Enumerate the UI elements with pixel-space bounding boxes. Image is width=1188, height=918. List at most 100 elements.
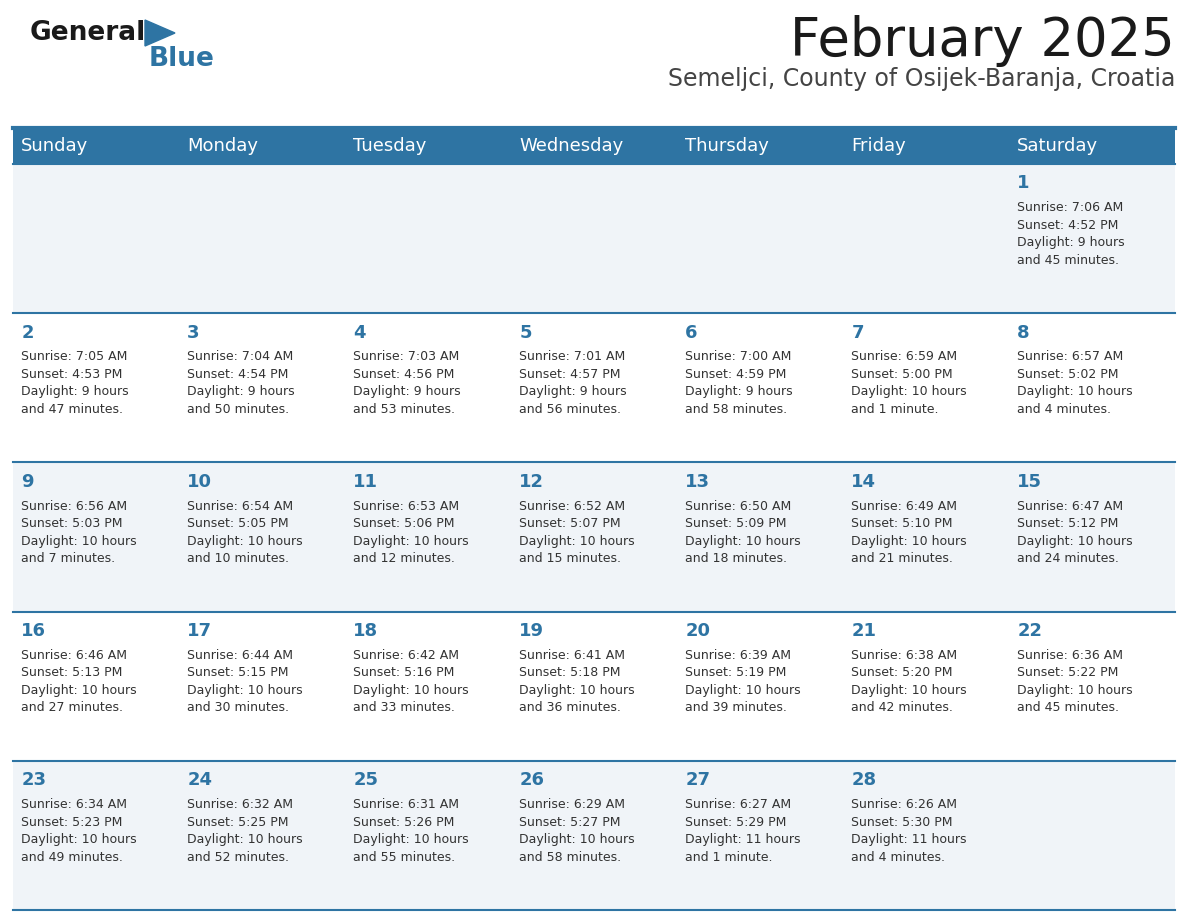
Text: 4: 4 xyxy=(353,324,366,341)
Bar xyxy=(843,761,1009,910)
Text: 5: 5 xyxy=(519,324,532,341)
Text: Sunrise: 6:59 AM
Sunset: 5:00 PM
Daylight: 10 hours
and 1 minute.: Sunrise: 6:59 AM Sunset: 5:00 PM Dayligh… xyxy=(852,351,967,416)
Text: 16: 16 xyxy=(21,622,46,640)
Bar xyxy=(13,611,179,761)
Text: Sunrise: 6:47 AM
Sunset: 5:12 PM
Daylight: 10 hours
and 24 minutes.: Sunrise: 6:47 AM Sunset: 5:12 PM Dayligh… xyxy=(1017,499,1133,565)
Text: 6: 6 xyxy=(685,324,697,341)
Text: 8: 8 xyxy=(1017,324,1030,341)
Text: 25: 25 xyxy=(353,771,378,789)
Text: Sunrise: 7:03 AM
Sunset: 4:56 PM
Daylight: 9 hours
and 53 minutes.: Sunrise: 7:03 AM Sunset: 4:56 PM Dayligh… xyxy=(353,351,461,416)
Text: Sunrise: 6:56 AM
Sunset: 5:03 PM
Daylight: 10 hours
and 7 minutes.: Sunrise: 6:56 AM Sunset: 5:03 PM Dayligh… xyxy=(21,499,137,565)
Text: Wednesday: Wednesday xyxy=(519,137,624,155)
Bar xyxy=(345,313,511,463)
Text: Sunrise: 6:42 AM
Sunset: 5:16 PM
Daylight: 10 hours
and 33 minutes.: Sunrise: 6:42 AM Sunset: 5:16 PM Dayligh… xyxy=(353,649,469,714)
Text: Sunrise: 6:44 AM
Sunset: 5:15 PM
Daylight: 10 hours
and 30 minutes.: Sunrise: 6:44 AM Sunset: 5:15 PM Dayligh… xyxy=(188,649,303,714)
Text: Sunrise: 7:06 AM
Sunset: 4:52 PM
Daylight: 9 hours
and 45 minutes.: Sunrise: 7:06 AM Sunset: 4:52 PM Dayligh… xyxy=(1017,201,1125,267)
Text: Sunrise: 6:41 AM
Sunset: 5:18 PM
Daylight: 10 hours
and 36 minutes.: Sunrise: 6:41 AM Sunset: 5:18 PM Dayligh… xyxy=(519,649,634,714)
Polygon shape xyxy=(145,20,175,46)
Text: Semeljci, County of Osijek-Baranja, Croatia: Semeljci, County of Osijek-Baranja, Croa… xyxy=(668,67,1175,91)
Text: Sunday: Sunday xyxy=(21,137,89,155)
Text: Sunrise: 6:26 AM
Sunset: 5:30 PM
Daylight: 11 hours
and 4 minutes.: Sunrise: 6:26 AM Sunset: 5:30 PM Dayligh… xyxy=(852,798,967,864)
Text: Sunrise: 6:31 AM
Sunset: 5:26 PM
Daylight: 10 hours
and 55 minutes.: Sunrise: 6:31 AM Sunset: 5:26 PM Dayligh… xyxy=(353,798,469,864)
Bar xyxy=(843,164,1009,313)
Bar xyxy=(13,128,179,164)
Bar xyxy=(511,611,677,761)
Text: 22: 22 xyxy=(1017,622,1042,640)
Text: Monday: Monday xyxy=(188,137,258,155)
Bar xyxy=(677,128,843,164)
Bar xyxy=(511,313,677,463)
Text: 18: 18 xyxy=(353,622,379,640)
Text: 12: 12 xyxy=(519,473,544,491)
Text: Sunrise: 7:04 AM
Sunset: 4:54 PM
Daylight: 9 hours
and 50 minutes.: Sunrise: 7:04 AM Sunset: 4:54 PM Dayligh… xyxy=(188,351,295,416)
Bar xyxy=(13,313,179,463)
Bar xyxy=(677,164,843,313)
Bar xyxy=(179,128,345,164)
Bar xyxy=(345,128,511,164)
Bar xyxy=(843,611,1009,761)
Text: 23: 23 xyxy=(21,771,46,789)
Text: Sunrise: 6:32 AM
Sunset: 5:25 PM
Daylight: 10 hours
and 52 minutes.: Sunrise: 6:32 AM Sunset: 5:25 PM Dayligh… xyxy=(188,798,303,864)
Text: Saturday: Saturday xyxy=(1017,137,1099,155)
Text: Sunrise: 6:54 AM
Sunset: 5:05 PM
Daylight: 10 hours
and 10 minutes.: Sunrise: 6:54 AM Sunset: 5:05 PM Dayligh… xyxy=(188,499,303,565)
Text: 3: 3 xyxy=(188,324,200,341)
Text: Sunrise: 7:01 AM
Sunset: 4:57 PM
Daylight: 9 hours
and 56 minutes.: Sunrise: 7:01 AM Sunset: 4:57 PM Dayligh… xyxy=(519,351,627,416)
Bar xyxy=(1009,164,1175,313)
Bar xyxy=(1009,611,1175,761)
Text: Sunrise: 6:39 AM
Sunset: 5:19 PM
Daylight: 10 hours
and 39 minutes.: Sunrise: 6:39 AM Sunset: 5:19 PM Dayligh… xyxy=(685,649,801,714)
Bar xyxy=(13,164,179,313)
Bar xyxy=(1009,313,1175,463)
Text: Sunrise: 7:05 AM
Sunset: 4:53 PM
Daylight: 9 hours
and 47 minutes.: Sunrise: 7:05 AM Sunset: 4:53 PM Dayligh… xyxy=(21,351,129,416)
Text: 14: 14 xyxy=(852,473,877,491)
Text: 24: 24 xyxy=(188,771,213,789)
Text: Tuesday: Tuesday xyxy=(353,137,426,155)
Bar xyxy=(13,463,179,611)
Text: 26: 26 xyxy=(519,771,544,789)
Bar xyxy=(843,128,1009,164)
Text: 9: 9 xyxy=(21,473,33,491)
Text: 7: 7 xyxy=(852,324,864,341)
Text: Sunrise: 6:27 AM
Sunset: 5:29 PM
Daylight: 11 hours
and 1 minute.: Sunrise: 6:27 AM Sunset: 5:29 PM Dayligh… xyxy=(685,798,801,864)
Bar xyxy=(677,611,843,761)
Text: 28: 28 xyxy=(852,771,877,789)
Text: February 2025: February 2025 xyxy=(790,15,1175,67)
Text: 21: 21 xyxy=(852,622,877,640)
Bar xyxy=(1009,761,1175,910)
Text: 17: 17 xyxy=(188,622,213,640)
Text: Thursday: Thursday xyxy=(685,137,769,155)
Text: Blue: Blue xyxy=(148,46,215,72)
Bar xyxy=(345,761,511,910)
Bar xyxy=(179,164,345,313)
Bar xyxy=(677,463,843,611)
Bar xyxy=(511,463,677,611)
Text: 15: 15 xyxy=(1017,473,1042,491)
Text: 10: 10 xyxy=(188,473,213,491)
Text: 19: 19 xyxy=(519,622,544,640)
Text: Sunrise: 6:57 AM
Sunset: 5:02 PM
Daylight: 10 hours
and 4 minutes.: Sunrise: 6:57 AM Sunset: 5:02 PM Dayligh… xyxy=(1017,351,1133,416)
Bar xyxy=(1009,128,1175,164)
Text: 1: 1 xyxy=(1017,174,1030,193)
Bar xyxy=(179,313,345,463)
Text: General: General xyxy=(30,20,146,46)
Bar xyxy=(1009,463,1175,611)
Bar xyxy=(843,313,1009,463)
Text: Sunrise: 6:38 AM
Sunset: 5:20 PM
Daylight: 10 hours
and 42 minutes.: Sunrise: 6:38 AM Sunset: 5:20 PM Dayligh… xyxy=(852,649,967,714)
Text: Sunrise: 6:46 AM
Sunset: 5:13 PM
Daylight: 10 hours
and 27 minutes.: Sunrise: 6:46 AM Sunset: 5:13 PM Dayligh… xyxy=(21,649,137,714)
Text: Sunrise: 6:50 AM
Sunset: 5:09 PM
Daylight: 10 hours
and 18 minutes.: Sunrise: 6:50 AM Sunset: 5:09 PM Dayligh… xyxy=(685,499,801,565)
Bar xyxy=(345,463,511,611)
Text: Sunrise: 6:52 AM
Sunset: 5:07 PM
Daylight: 10 hours
and 15 minutes.: Sunrise: 6:52 AM Sunset: 5:07 PM Dayligh… xyxy=(519,499,634,565)
Text: Sunrise: 6:53 AM
Sunset: 5:06 PM
Daylight: 10 hours
and 12 minutes.: Sunrise: 6:53 AM Sunset: 5:06 PM Dayligh… xyxy=(353,499,469,565)
Bar xyxy=(843,463,1009,611)
Bar xyxy=(345,611,511,761)
Bar xyxy=(677,761,843,910)
Text: Sunrise: 6:49 AM
Sunset: 5:10 PM
Daylight: 10 hours
and 21 minutes.: Sunrise: 6:49 AM Sunset: 5:10 PM Dayligh… xyxy=(852,499,967,565)
Bar xyxy=(677,313,843,463)
Bar xyxy=(511,761,677,910)
Text: 2: 2 xyxy=(21,324,33,341)
Text: Sunrise: 6:34 AM
Sunset: 5:23 PM
Daylight: 10 hours
and 49 minutes.: Sunrise: 6:34 AM Sunset: 5:23 PM Dayligh… xyxy=(21,798,137,864)
Text: Sunrise: 7:00 AM
Sunset: 4:59 PM
Daylight: 9 hours
and 58 minutes.: Sunrise: 7:00 AM Sunset: 4:59 PM Dayligh… xyxy=(685,351,792,416)
Bar xyxy=(511,128,677,164)
Text: Sunrise: 6:29 AM
Sunset: 5:27 PM
Daylight: 10 hours
and 58 minutes.: Sunrise: 6:29 AM Sunset: 5:27 PM Dayligh… xyxy=(519,798,634,864)
Text: Sunrise: 6:36 AM
Sunset: 5:22 PM
Daylight: 10 hours
and 45 minutes.: Sunrise: 6:36 AM Sunset: 5:22 PM Dayligh… xyxy=(1017,649,1133,714)
Text: Friday: Friday xyxy=(852,137,906,155)
